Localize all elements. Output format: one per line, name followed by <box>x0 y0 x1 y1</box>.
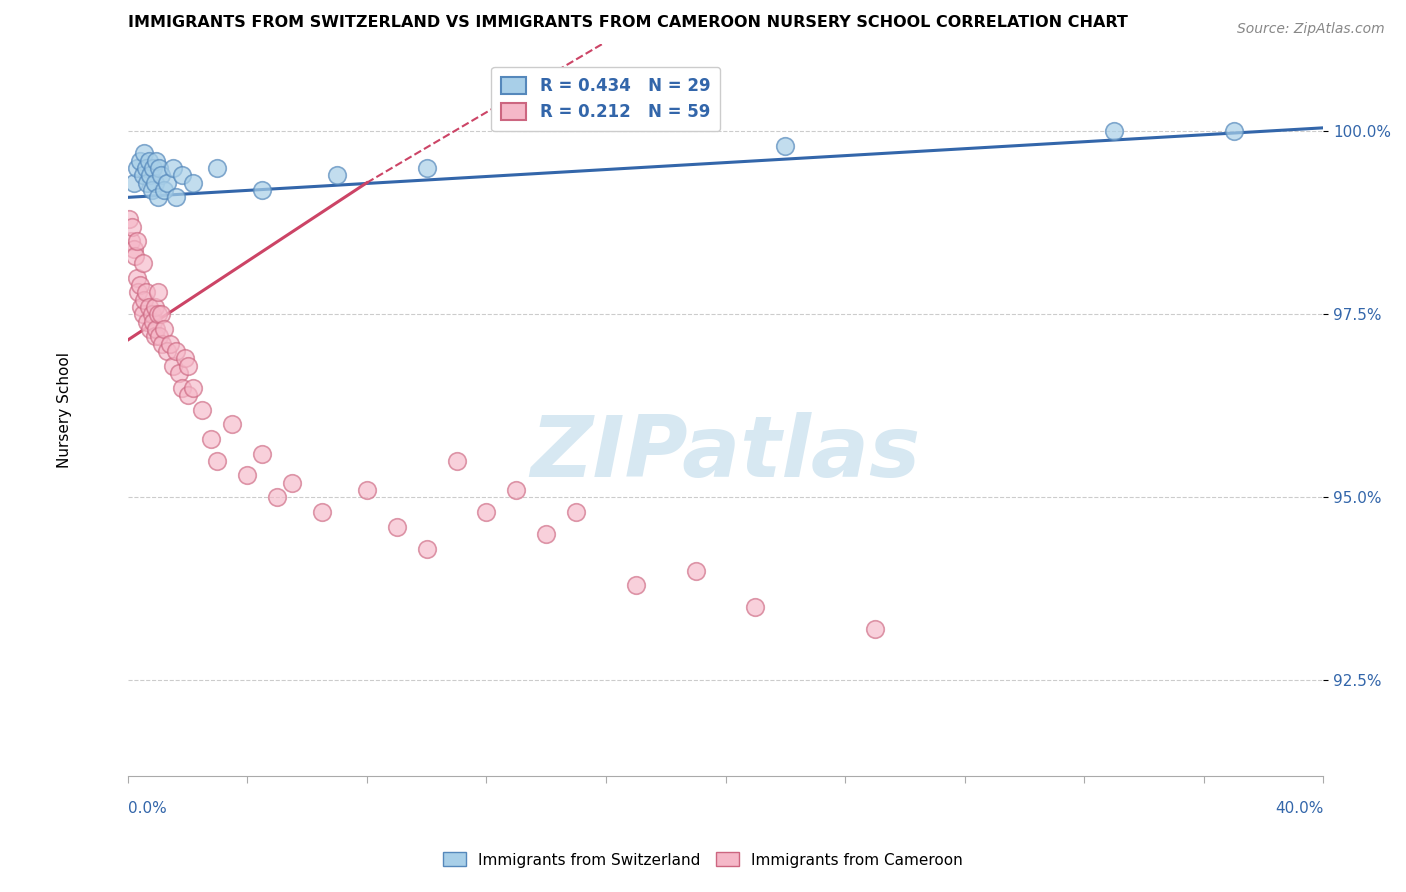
Point <box>155 176 177 190</box>
Point <box>415 541 437 556</box>
Point <box>128 278 150 293</box>
Point <box>155 344 177 359</box>
Point <box>122 242 145 256</box>
Point <box>134 146 156 161</box>
Point <box>150 336 173 351</box>
Point <box>146 190 169 204</box>
Point <box>685 564 707 578</box>
Point <box>191 402 214 417</box>
Point <box>1102 124 1125 138</box>
Point <box>143 300 166 314</box>
Point <box>624 578 647 592</box>
Point <box>131 169 153 183</box>
Point <box>170 381 193 395</box>
Point <box>128 153 150 168</box>
Point <box>139 169 162 183</box>
Point <box>141 183 163 197</box>
Point <box>131 308 153 322</box>
Point <box>135 161 157 175</box>
Point <box>143 176 166 190</box>
Point <box>148 161 170 175</box>
Point <box>176 359 198 373</box>
Point <box>207 161 229 175</box>
Point <box>139 322 162 336</box>
Point <box>142 315 165 329</box>
Point <box>165 344 187 359</box>
Point <box>385 519 408 533</box>
Point <box>120 234 142 248</box>
Point <box>266 491 288 505</box>
Point <box>221 417 243 432</box>
Point <box>159 336 181 351</box>
Point <box>134 293 156 307</box>
Point <box>415 161 437 175</box>
Point <box>207 454 229 468</box>
Point <box>136 315 159 329</box>
Legend: Immigrants from Switzerland, Immigrants from Cameroon: Immigrants from Switzerland, Immigrants … <box>437 847 969 873</box>
Point <box>183 176 205 190</box>
Point <box>356 483 378 497</box>
Text: 40.0%: 40.0% <box>1275 801 1323 816</box>
Point <box>145 153 167 168</box>
Point <box>173 351 195 366</box>
Point <box>129 300 152 314</box>
Point <box>146 308 169 322</box>
Point <box>124 249 146 263</box>
Point <box>534 527 557 541</box>
Point <box>170 169 193 183</box>
Point <box>135 285 157 300</box>
Legend: R = 0.434   N = 29, R = 0.212   N = 59: R = 0.434 N = 29, R = 0.212 N = 59 <box>492 67 720 131</box>
Point <box>148 329 170 343</box>
Point <box>143 329 166 343</box>
Point <box>127 285 149 300</box>
Point <box>125 161 148 175</box>
Point <box>162 359 184 373</box>
Point <box>142 161 165 175</box>
Point <box>122 176 145 190</box>
Point <box>149 308 172 322</box>
Point <box>200 432 222 446</box>
Point <box>236 468 259 483</box>
Point <box>138 300 160 314</box>
Point <box>326 169 349 183</box>
Point <box>149 169 172 183</box>
Text: ZIPatlas: ZIPatlas <box>530 412 921 495</box>
Text: 0.0%: 0.0% <box>128 801 166 816</box>
Text: Source: ZipAtlas.com: Source: ZipAtlas.com <box>1237 22 1385 37</box>
Point <box>121 219 143 234</box>
Point <box>505 483 527 497</box>
Point <box>281 475 304 490</box>
Point <box>165 190 187 204</box>
Point <box>152 322 174 336</box>
Point <box>125 234 148 248</box>
Point <box>775 139 797 153</box>
Point <box>744 600 766 615</box>
Point <box>162 161 184 175</box>
Y-axis label: Nursery School: Nursery School <box>58 351 72 467</box>
Text: IMMIGRANTS FROM SWITZERLAND VS IMMIGRANTS FROM CAMEROON NURSERY SCHOOL CORRELATI: IMMIGRANTS FROM SWITZERLAND VS IMMIGRANT… <box>128 15 1128 30</box>
Point <box>176 388 198 402</box>
Point <box>152 183 174 197</box>
Point <box>863 622 886 636</box>
Point <box>141 308 163 322</box>
Point <box>446 454 468 468</box>
Point <box>167 366 190 380</box>
Point <box>145 322 167 336</box>
Point <box>118 212 141 227</box>
Point <box>252 183 274 197</box>
Point <box>146 285 169 300</box>
Point <box>252 446 274 460</box>
Point <box>183 381 205 395</box>
Point <box>131 256 153 270</box>
Point <box>311 505 333 519</box>
Point <box>1222 124 1244 138</box>
Point <box>138 153 160 168</box>
Point <box>136 176 159 190</box>
Point <box>565 505 588 519</box>
Point <box>125 271 148 285</box>
Point <box>475 505 498 519</box>
